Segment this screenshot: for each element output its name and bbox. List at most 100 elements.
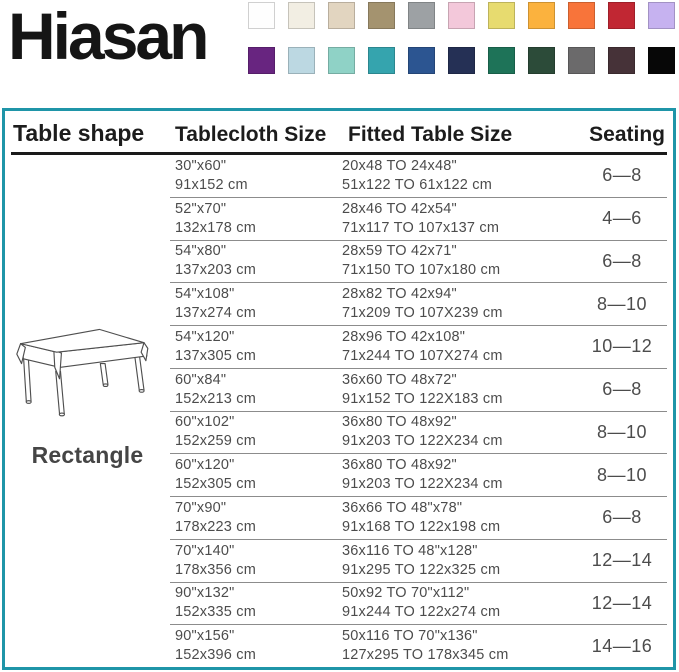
color-swatch bbox=[248, 2, 275, 29]
fitted-cm: 91x295 TO 122x325 cm bbox=[342, 561, 501, 578]
table-row: 90"x156" 152x396 cm 50x116 TO 70"x136" 1… bbox=[170, 625, 667, 667]
fitted-inches: 36x80 TO 48x92" bbox=[342, 457, 457, 474]
color-swatch bbox=[648, 2, 675, 29]
size-cm: 178x356 cm bbox=[175, 561, 256, 578]
size-inches: 30"x60" bbox=[175, 157, 227, 174]
size-cm: 178x223 cm bbox=[175, 518, 256, 535]
fitted-size-cell: 28x59 TO 42x71" 71x150 TO 107x180 cm bbox=[342, 242, 577, 280]
seating-cell: 6—8 bbox=[602, 250, 642, 271]
color-swatch bbox=[648, 47, 675, 74]
fitted-inches: 20x48 TO 24x48" bbox=[342, 157, 457, 174]
size-inches: 54"x108" bbox=[175, 286, 235, 303]
tablecloth-size-cell: 30"x60" 91x152 cm bbox=[170, 157, 342, 195]
color-swatch-palette bbox=[248, 2, 675, 74]
column-header-table-shape: Table shape bbox=[13, 120, 145, 146]
color-swatch bbox=[568, 2, 595, 29]
table-row: 52"x70" 132x178 cm 28x46 TO 42x54" 71x11… bbox=[170, 198, 667, 241]
seating-cell: 6—8 bbox=[602, 379, 642, 400]
color-swatch bbox=[368, 47, 395, 74]
size-cm: 137x305 cm bbox=[175, 347, 256, 364]
size-cm: 137x274 cm bbox=[175, 305, 256, 322]
fitted-inches: 50x116 TO 70"x136" bbox=[342, 628, 478, 645]
fitted-size-cell: 36x66 TO 48"x78" 91x168 TO 122x198 cm bbox=[342, 499, 577, 537]
size-cm: 152x396 cm bbox=[175, 647, 256, 664]
tablecloth-size-cell: 90"x132" 152x335 cm bbox=[170, 584, 342, 622]
fitted-size-cell: 36x116 TO 48"x128" 91x295 TO 122x325 cm bbox=[342, 542, 577, 580]
fitted-inches: 28x96 TO 42x108" bbox=[342, 328, 466, 345]
color-swatch bbox=[488, 2, 515, 29]
size-table-rows: 30"x60" 91x152 cm 20x48 TO 24x48" 51x122… bbox=[170, 155, 667, 667]
swatch-row-1 bbox=[248, 2, 675, 29]
size-inches: 60"x120" bbox=[175, 457, 235, 474]
tablecloth-size-cell: 60"x102" 152x259 cm bbox=[170, 413, 342, 451]
fitted-inches: 36x80 TO 48x92" bbox=[342, 414, 457, 431]
fitted-cm: 91x203 TO 122X234 cm bbox=[342, 433, 503, 450]
tablecloth-size-cell: 70"x140" 178x356 cm bbox=[170, 542, 342, 580]
seating-cell: 12—14 bbox=[591, 592, 653, 613]
fitted-cm: 91x203 TO 122X234 cm bbox=[342, 476, 503, 493]
size-inches: 60"x102" bbox=[175, 414, 235, 431]
table-row: 54"x108" 137x274 cm 28x82 TO 42x94" 71x2… bbox=[170, 283, 667, 326]
swatch-row-2 bbox=[248, 47, 675, 74]
fitted-inches: 28x59 TO 42x71" bbox=[342, 243, 457, 260]
size-inches: 52"x70" bbox=[175, 200, 227, 217]
seating-cell: 10—12 bbox=[591, 336, 653, 357]
fitted-inches: 50x92 TO 70"x112" bbox=[342, 585, 470, 602]
table-row: 54"x80" 137x203 cm 28x59 TO 42x71" 71x15… bbox=[170, 241, 667, 284]
shape-label: Rectangle bbox=[31, 441, 144, 468]
column-header-seating: Seating bbox=[589, 123, 665, 146]
size-cm: 152x213 cm bbox=[175, 390, 256, 407]
table-row: 60"x84" 152x213 cm 36x60 TO 48x72" 91x15… bbox=[170, 369, 667, 412]
size-inches: 70"x90" bbox=[175, 499, 227, 516]
size-cm: 152x259 cm bbox=[175, 433, 256, 450]
fitted-cm: 91x244 TO 122x274 cm bbox=[342, 604, 501, 621]
tablecloth-size-cell: 52"x70" 132x178 cm bbox=[170, 200, 342, 238]
tablecloth-size-cell: 54"x120" 137x305 cm bbox=[170, 328, 342, 366]
size-inches: 90"x132" bbox=[175, 585, 235, 602]
table-shape-column: Rectangle bbox=[5, 155, 170, 667]
color-swatch bbox=[408, 47, 435, 74]
fitted-size-cell: 36x60 TO 48x72" 91x152 TO 122X183 cm bbox=[342, 371, 577, 409]
color-swatch bbox=[288, 47, 315, 74]
color-swatch bbox=[448, 2, 475, 29]
fitted-cm: 51x122 TO 61x122 cm bbox=[342, 176, 492, 193]
fitted-size-cell: 36x80 TO 48x92" 91x203 TO 122X234 cm bbox=[342, 456, 577, 494]
size-inches: 70"x140" bbox=[175, 542, 235, 559]
fitted-inches: 28x82 TO 42x94" bbox=[342, 286, 457, 303]
fitted-cm: 71x150 TO 107x180 cm bbox=[342, 262, 501, 279]
color-swatch bbox=[488, 47, 515, 74]
fitted-cm: 127x295 TO 178x345 cm bbox=[342, 647, 509, 664]
fitted-inches: 28x46 TO 42x54" bbox=[342, 200, 457, 217]
tablecloth-size-cell: 60"x84" 152x213 cm bbox=[170, 371, 342, 409]
brand-logo: Hiasan bbox=[8, 0, 209, 73]
size-cm: 137x203 cm bbox=[175, 262, 256, 279]
size-chart-panel: Table shape Tablecloth Size Fitted Table… bbox=[2, 108, 676, 670]
tablecloth-size-cell: 54"x108" 137x274 cm bbox=[170, 285, 342, 323]
size-cm: 152x305 cm bbox=[175, 476, 256, 493]
size-cm: 152x335 cm bbox=[175, 604, 256, 621]
color-swatch bbox=[328, 2, 355, 29]
size-inches: 54"x80" bbox=[175, 243, 227, 260]
color-swatch bbox=[368, 2, 395, 29]
table-row: 70"x140" 178x356 cm 36x116 TO 48"x128" 9… bbox=[170, 540, 667, 583]
color-swatch bbox=[408, 2, 435, 29]
size-inches: 54"x120" bbox=[175, 328, 235, 345]
seating-cell: 8—10 bbox=[596, 293, 648, 314]
color-swatch bbox=[608, 2, 635, 29]
size-inches: 60"x84" bbox=[175, 371, 227, 388]
fitted-size-cell: 28x46 TO 42x54" 71x117 TO 107x137 cm bbox=[342, 200, 577, 238]
color-swatch bbox=[328, 47, 355, 74]
table-row: 90"x132" 152x335 cm 50x92 TO 70"x112" 91… bbox=[170, 583, 667, 626]
color-swatch bbox=[608, 47, 635, 74]
fitted-cm: 71x117 TO 107x137 cm bbox=[342, 219, 500, 236]
size-cm: 91x152 cm bbox=[175, 176, 248, 193]
tablecloth-size-cell: 90"x156" 152x396 cm bbox=[170, 627, 342, 665]
seating-cell: 4—6 bbox=[602, 208, 642, 229]
seating-cell: 6—8 bbox=[602, 165, 642, 186]
color-swatch bbox=[288, 2, 315, 29]
fitted-size-cell: 50x92 TO 70"x112" 91x244 TO 122x274 cm bbox=[342, 584, 577, 622]
column-header-tablecloth-size: Tablecloth Size bbox=[175, 123, 327, 146]
fitted-cm: 71x209 TO 107X239 cm bbox=[342, 305, 503, 322]
table-row: 60"x120" 152x305 cm 36x80 TO 48x92" 91x2… bbox=[170, 454, 667, 497]
